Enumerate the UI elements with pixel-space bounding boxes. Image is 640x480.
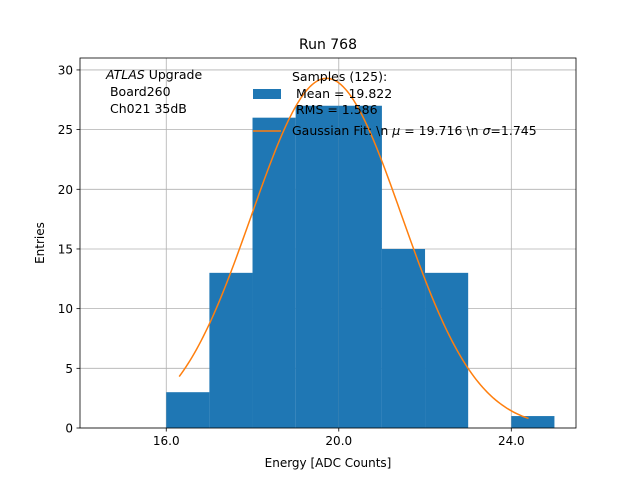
plot-area-frame — [79, 57, 577, 429]
annotation-atlas: ATLAS — [105, 67, 145, 82]
x-axis-ticks: 16.0 20.0 24.0 — [153, 428, 525, 448]
atlas-annotation: ATLAS Upgrade Board260 Ch021 35dB — [105, 67, 202, 116]
legend-hist-label-1: Samples (125): — [292, 69, 387, 84]
legend-fit-prefix: Gaussian Fit: \n — [292, 123, 392, 138]
histogram-bar — [209, 272, 253, 428]
gaussian-fit-curve — [178, 77, 529, 420]
y-tick-label: 30 — [58, 63, 73, 77]
histogram-bar — [295, 105, 339, 428]
y-tick-label: 15 — [58, 242, 73, 256]
y-tick-label: 5 — [65, 362, 73, 376]
legend-fit-mid: = 19.716 \n — [400, 123, 482, 138]
legend-hist-swatch — [253, 89, 281, 99]
y-axis-label: Entries — [33, 222, 47, 264]
y-tick-label: 0 — [65, 422, 73, 436]
legend-fit-end: =1.745 — [490, 123, 536, 138]
histogram-bar — [511, 416, 555, 428]
annotation-line-1: ATLAS Upgrade — [105, 67, 202, 82]
legend-hist-label-2: Mean = 19.822 — [292, 86, 392, 101]
legend-hist-label-3: RMS = 1.586 — [292, 102, 378, 117]
x-tick-label: 20.0 — [325, 434, 352, 448]
x-tick-label: 16.0 — [153, 434, 180, 448]
histogram-bar — [338, 105, 382, 428]
x-axis-label: Energy [ADC Counts] — [265, 456, 392, 470]
annotation-line-3: Ch021 35dB — [106, 101, 187, 116]
y-tick-label: 25 — [58, 123, 73, 137]
legend-fit-mu: μ — [391, 123, 400, 138]
annotation-upgrade: Upgrade — [145, 67, 203, 82]
histogram-bar — [381, 248, 426, 428]
legend-fit-label: Gaussian Fit: \n μ = 19.716 \n σ=1.745 — [292, 123, 537, 138]
annotation-line-2: Board260 — [106, 84, 171, 99]
y-tick-label: 20 — [58, 183, 73, 197]
x-tick-label: 24.0 — [498, 434, 525, 448]
histogram-bar — [166, 392, 210, 428]
y-tick-label: 10 — [58, 302, 73, 316]
legend-fit-sigma: σ — [482, 123, 491, 138]
legend: Samples (125): Mean = 19.822 RMS = 1.586… — [253, 69, 537, 138]
histogram-bars — [166, 105, 555, 428]
y-axis-ticks: 0 5 10 15 20 25 30 — [58, 63, 80, 436]
histogram-bar — [252, 117, 296, 428]
chart-title: Run 768 — [299, 37, 357, 53]
